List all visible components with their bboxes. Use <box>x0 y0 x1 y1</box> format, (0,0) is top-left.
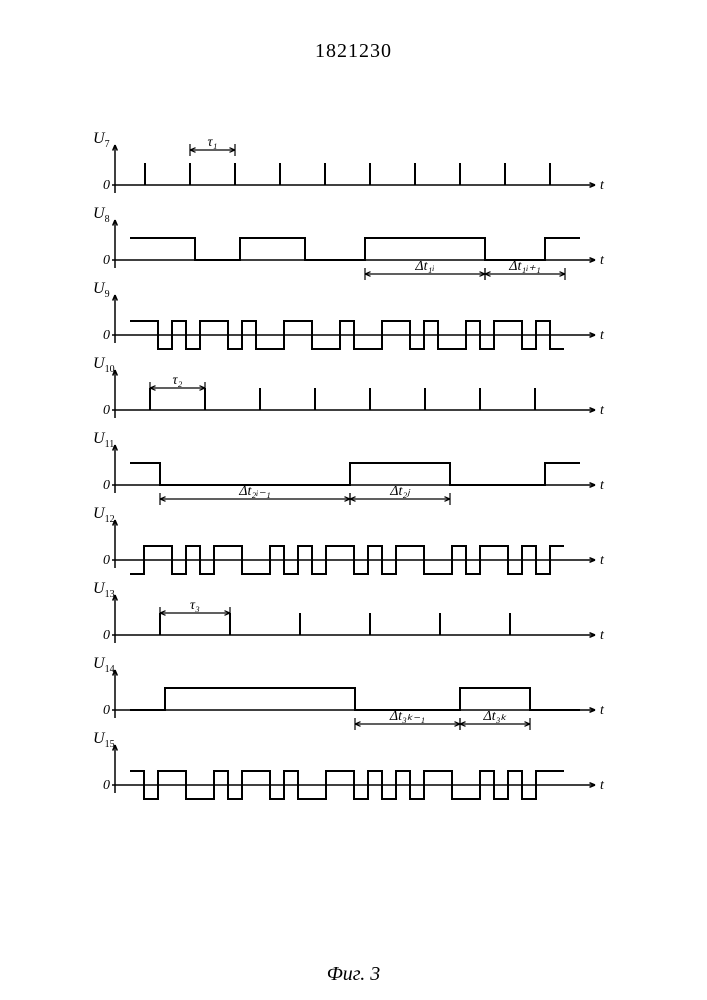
svg-text:0: 0 <box>103 628 110 643</box>
svg-text:U8: U8 <box>93 205 110 225</box>
svg-text:τ₁: τ₁ <box>208 135 218 150</box>
svg-text:0: 0 <box>103 403 110 418</box>
svg-text:τ₂: τ₂ <box>173 373 183 388</box>
svg-text:Δt₃ₖ₋₁: Δt₃ₖ₋₁ <box>389 709 425 724</box>
svg-text:Δt₁ᵢ: Δt₁ᵢ <box>414 259 434 274</box>
svg-text:t: t <box>600 178 605 193</box>
waveform-row-U13: t 0 U13 τ₃ <box>93 580 605 643</box>
figure-container: t 0 U7 τ₁ t 0 U8 Δt₁ᵢ Δt₁ᵢ₊₁ t 0 U9 t 0 U10 τ₂ t 0 U11 Δt₂ᵢ… <box>90 130 610 845</box>
page: 1821230 t0U7τ₁t0U8Δt₁ᵢΔt₁ᵢ₊₁t0U9t0U10τ₂t… <box>0 0 707 1000</box>
svg-text:t: t <box>600 703 605 718</box>
svg-text:0: 0 <box>103 253 110 268</box>
waveform-row-U11: t 0 U11 Δt₂ᵢ₋₁ Δt₂ⱼ <box>93 430 605 505</box>
svg-text:Δt₂ⱼ: Δt₂ⱼ <box>389 484 411 499</box>
waveform-row-U8: t 0 U8 Δt₁ᵢ Δt₁ᵢ₊₁ <box>93 205 605 280</box>
svg-text:Δt₂ᵢ₋₁: Δt₂ᵢ₋₁ <box>238 484 270 499</box>
svg-text:U14: U14 <box>93 655 115 675</box>
svg-text:U9: U9 <box>93 280 110 300</box>
waveform-row-U15: t 0 U15 <box>93 730 605 799</box>
svg-text:0: 0 <box>103 553 110 568</box>
svg-text:0: 0 <box>103 703 110 718</box>
svg-text:U7: U7 <box>93 130 110 150</box>
svg-text:Δt₁ᵢ₊₁: Δt₁ᵢ₊₁ <box>508 259 540 274</box>
svg-text:t: t <box>600 478 605 493</box>
svg-text:0: 0 <box>103 178 110 193</box>
svg-text:t: t <box>600 778 605 793</box>
svg-text:U11: U11 <box>93 430 114 450</box>
svg-text:U10: U10 <box>93 355 115 375</box>
waveform-row-U12: t 0 U12 <box>93 505 605 574</box>
svg-text:t: t <box>600 328 605 343</box>
svg-text:0: 0 <box>103 328 110 343</box>
waveform-row-U9: t 0 U9 <box>93 280 605 349</box>
svg-text:t: t <box>600 628 605 643</box>
svg-text:t: t <box>600 253 605 268</box>
waveform-row-U7: t 0 U7 τ₁ <box>93 130 605 193</box>
svg-text:U12: U12 <box>93 505 115 525</box>
svg-text:U15: U15 <box>93 730 115 750</box>
figure-caption: Фиг. 3 <box>0 963 707 986</box>
svg-text:t: t <box>600 553 605 568</box>
svg-text:Δt₃ₖ: Δt₃ₖ <box>483 709 508 724</box>
timing-diagram: t 0 U7 τ₁ t 0 U8 Δt₁ᵢ Δt₁ᵢ₊₁ t 0 U9 t 0 U10 τ₂ t 0 U11 Δt₂ᵢ… <box>90 130 610 845</box>
svg-text:t: t <box>600 403 605 418</box>
svg-text:0: 0 <box>103 478 110 493</box>
svg-text:0: 0 <box>103 778 110 793</box>
svg-text:τ₃: τ₃ <box>190 598 200 613</box>
waveform-row-U14: t 0 U14 Δt₃ₖ₋₁ Δt₃ₖ <box>93 655 605 730</box>
document-number: 1821230 <box>0 40 707 63</box>
svg-text:U13: U13 <box>93 580 115 600</box>
waveform-row-U10: t 0 U10 τ₂ <box>93 355 605 418</box>
